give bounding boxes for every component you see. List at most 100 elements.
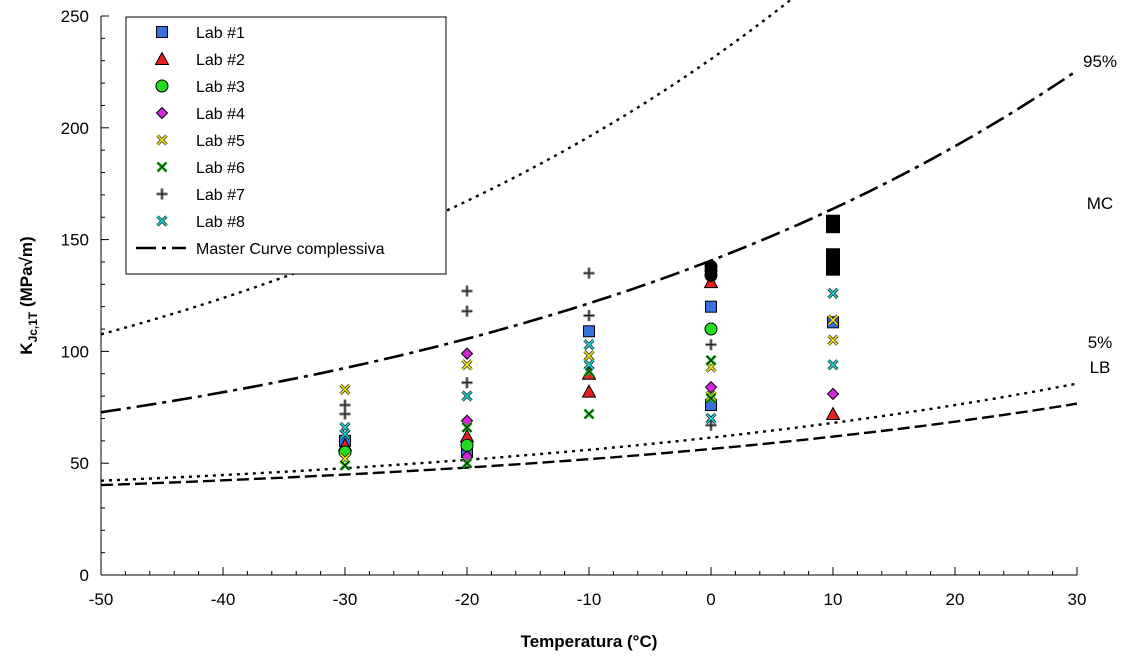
legend-marker [154,51,170,65]
legend-item-lab-2: Lab #2 [154,51,245,69]
data-point [826,219,840,234]
data-points [337,214,841,471]
legend-item-lab-8: Lab #8 [156,214,245,231]
marker-stroke [827,359,839,370]
marker-stroke [705,413,717,424]
series-lab-4 [460,347,840,463]
data-point [583,339,595,351]
x-axis-title: Temperatura (°C) [521,632,658,651]
legend-marker [156,134,168,146]
legend-label: Master Curve complessiva [196,241,385,258]
marker-stroke [827,335,839,346]
x-tick-label: -10 [577,590,602,609]
y-tick-label: 150 [61,231,89,250]
x-tick-label: -20 [455,590,480,609]
marker-stroke [827,314,839,326]
x-tick-label: -30 [333,590,358,609]
data-point [704,268,718,282]
curve-labels: 95% MC 5% LB [1083,52,1117,377]
y-tick-label: 0 [80,566,89,585]
y-axis-title: KJc,1T (MPa√m) [17,236,40,354]
marker-stroke-center [462,422,472,433]
data-point [827,287,839,299]
data-point [460,438,474,452]
data-point [581,384,597,398]
marker-stroke-center [157,162,167,172]
curve-label-pct95: 95% [1083,52,1117,71]
y-axis-title-main: K [17,342,36,355]
data-point [461,421,473,433]
y-axis-title-unit: (MPa√m) [17,236,36,311]
series-lab-8 [339,287,839,440]
legend-item-lab-1: Lab #1 [156,25,245,42]
data-point [339,383,351,395]
y-tick-label: 250 [61,7,89,26]
legend-item-lab-4: Lab #4 [155,106,245,123]
legend-marker [156,26,168,38]
curve-label-master-curve: MC [1087,194,1113,213]
marker-stroke-center [706,393,716,404]
series-black-markers [704,214,840,282]
data-point [339,428,351,440]
marker-stroke-center [462,458,472,468]
curve-5-percent [100,382,1078,482]
data-point [583,350,595,362]
data-point [460,347,474,360]
data-point [827,314,839,326]
marker-stroke [461,359,473,370]
data-point [826,248,840,263]
curve-label-lb: LB [1090,358,1111,377]
curve-95-percent [100,0,793,336]
marker-stroke-center [584,409,594,419]
series-lab-7 [339,267,717,431]
data-point [827,334,839,346]
data-point [461,390,473,402]
data-point [339,459,351,471]
legend-label: Lab #2 [196,52,245,69]
data-point [461,305,473,317]
curve-lower-bound [100,402,1078,487]
curves [100,0,1078,487]
marker-stroke [583,350,595,362]
data-point [339,408,351,420]
data-point [827,316,839,329]
data-point [461,285,473,297]
legend: Lab #1 Lab #2 Lab #3 Lab #4 Lab #5 Lab #6 Lab … [125,16,447,275]
data-point [827,359,839,371]
legend-item-lab-3: Lab #3 [155,79,245,96]
marker-stroke [583,359,595,370]
curve-label-pct5: 5% [1088,333,1113,352]
legend-item-lab-6: Lab #6 [156,160,245,177]
marker-stroke-center [706,355,716,366]
legend-item-master-curve: Master Curve complessiva [136,241,385,258]
axes: -50 -40 -30 -20 -10 0 10 20 30 0 50 100 150 200 250 [61,7,1087,609]
data-point [583,325,595,338]
y-tick-label: 100 [61,342,89,361]
y-tick-label: 50 [70,454,89,473]
data-point [705,412,717,425]
x-tick-label: -50 [89,590,114,609]
data-point [704,380,718,394]
series-lab-3 [338,322,718,459]
x-tick-label: 20 [946,590,965,609]
x-tick-label: 10 [824,590,843,609]
data-point [705,390,717,402]
marker-stroke [705,390,717,402]
legend-label: Lab #6 [196,160,245,177]
data-point [826,387,840,401]
data-point [461,377,473,389]
legend-marker [155,106,169,120]
legend-marker [156,215,168,227]
marker-stroke [339,428,351,440]
legend-marker [155,79,169,93]
data-point [583,267,595,279]
data-point [461,457,473,469]
data-point [705,300,717,313]
marker-stroke [827,288,839,299]
data-point [705,339,717,351]
legend-label: Lab #3 [196,79,245,96]
marker-stroke [583,339,595,350]
legend-marker [156,188,168,200]
legend-label: Lab #1 [196,25,245,42]
